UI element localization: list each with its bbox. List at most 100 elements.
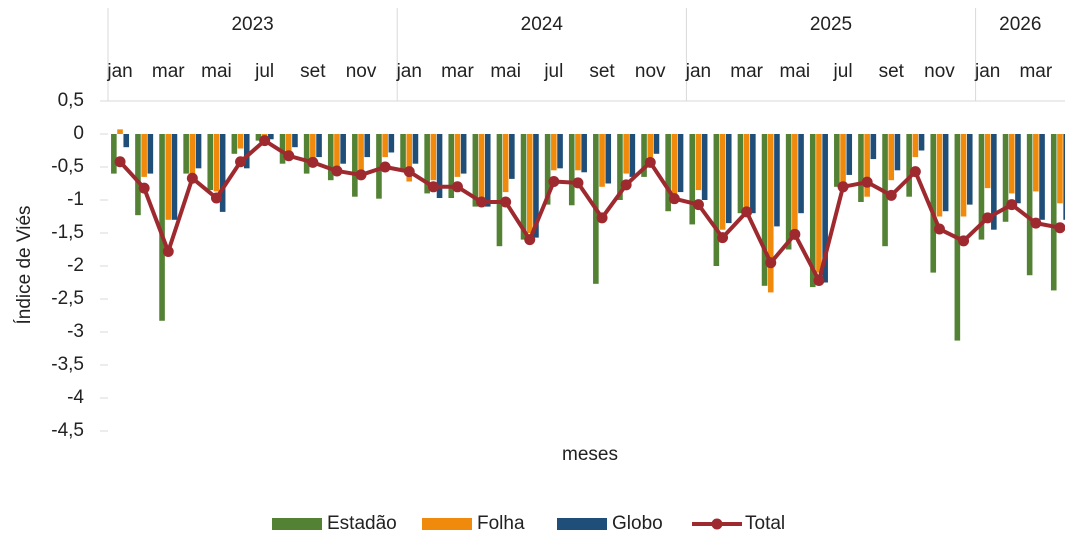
legend-swatch <box>422 518 472 530</box>
year-label: 2025 <box>810 14 852 35</box>
bar <box>165 134 172 220</box>
bar <box>388 134 395 153</box>
bar <box>292 134 298 148</box>
bar <box>761 134 768 286</box>
bar <box>195 134 202 169</box>
bar <box>1033 134 1039 192</box>
legend-swatch <box>711 518 723 530</box>
bar <box>237 134 244 149</box>
bar <box>623 134 629 174</box>
x-tick-label: mai <box>201 61 232 82</box>
bar <box>279 134 286 164</box>
bar <box>918 134 925 151</box>
bar <box>454 134 461 177</box>
bar <box>526 134 533 233</box>
point <box>476 196 488 208</box>
point <box>717 232 729 244</box>
y-tick-label: 0,5 <box>58 90 84 111</box>
point <box>524 234 536 246</box>
y-tick-label: -1,5 <box>51 222 84 243</box>
point <box>692 199 704 211</box>
bar <box>978 134 985 240</box>
x-tick-label: set <box>879 61 905 82</box>
line <box>118 138 1061 283</box>
bar <box>189 134 196 175</box>
point <box>861 176 873 188</box>
bar <box>743 134 750 214</box>
bar <box>243 134 250 169</box>
point <box>909 166 921 178</box>
x-tick-label: set <box>300 61 326 82</box>
bar <box>575 134 581 171</box>
bar <box>870 134 877 160</box>
bar <box>303 134 310 174</box>
y-tick-label: -1 <box>67 189 84 210</box>
x-tick-label: mar <box>1019 61 1052 82</box>
bar <box>557 134 563 169</box>
year-label: 2026 <box>999 14 1041 35</box>
bar <box>285 134 292 158</box>
bar <box>936 134 943 217</box>
bar <box>689 134 696 225</box>
point <box>379 161 391 173</box>
bar <box>701 134 708 200</box>
legend-swatch <box>557 518 607 530</box>
bar <box>484 134 491 207</box>
point <box>765 257 777 269</box>
bar <box>750 134 756 214</box>
bar <box>894 134 901 171</box>
bar <box>111 134 117 174</box>
bar <box>551 134 557 171</box>
x-tick-label: jul <box>833 61 853 82</box>
bar <box>737 134 744 214</box>
bar <box>406 134 413 182</box>
bar <box>719 134 726 230</box>
legend-label: Globo <box>612 513 663 534</box>
bar <box>340 134 346 164</box>
bar <box>117 129 123 134</box>
point <box>813 275 825 287</box>
bar <box>912 134 919 158</box>
bar <box>436 134 443 199</box>
bar <box>544 134 551 205</box>
bar <box>966 134 973 205</box>
bar <box>809 134 816 288</box>
bar <box>1039 134 1045 220</box>
point <box>572 177 584 189</box>
point <box>933 223 945 235</box>
bar <box>310 134 316 161</box>
bar <box>568 134 575 206</box>
bar <box>767 134 774 293</box>
bar <box>207 134 214 191</box>
point <box>307 156 319 168</box>
point <box>596 212 608 224</box>
bar <box>509 134 515 179</box>
point <box>958 235 970 247</box>
bar <box>942 134 949 212</box>
bar <box>472 134 479 207</box>
legend-swatch <box>272 518 322 530</box>
x-tick-label: jan <box>106 61 132 82</box>
bar <box>665 134 671 212</box>
point <box>451 181 463 193</box>
x-tick-label: jan <box>396 61 422 82</box>
bar <box>641 134 647 177</box>
bar <box>605 134 612 184</box>
x-tick-label: jan <box>685 61 711 82</box>
bar <box>364 134 371 158</box>
point <box>668 193 680 205</box>
point <box>1054 222 1065 234</box>
bar <box>502 134 509 193</box>
point <box>162 245 174 257</box>
point <box>114 156 126 168</box>
bar <box>478 134 485 200</box>
point <box>837 181 849 193</box>
bar <box>677 134 684 193</box>
x-tick-label: mar <box>152 61 185 82</box>
bar <box>1002 134 1009 222</box>
point <box>885 189 897 201</box>
point <box>355 169 367 181</box>
y-tick-label: -2,5 <box>51 288 84 309</box>
point <box>741 206 753 218</box>
